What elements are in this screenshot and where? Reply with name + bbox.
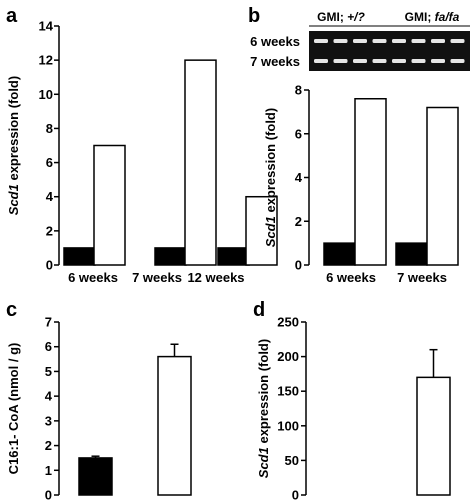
category-label: 6 weeks [68, 270, 118, 285]
category-label: 7 weeks [397, 270, 447, 285]
gel-band [450, 39, 465, 43]
category-label: 7 weeks [132, 270, 182, 285]
y-tick-label: 12 [39, 53, 53, 68]
y-tick-label: 6 [295, 126, 302, 141]
gel-band [411, 59, 426, 63]
bar-a-s1-c1 [184, 59, 217, 266]
y-tick-label: 14 [39, 19, 54, 34]
gel-band [314, 39, 328, 43]
y-axis-label: Scd1 expression (fold) [6, 76, 21, 215]
gel-lane-strip [309, 31, 470, 51]
y-tick-label: 100 [277, 418, 299, 433]
gel-row-label: 7 weeks [250, 54, 300, 69]
gel-header-prefix: GMI; [405, 10, 435, 24]
bar-b-s1-c1 [426, 106, 459, 266]
gel-header-genotype: fa/fa [435, 10, 460, 24]
bar-a-s1-c2 [245, 195, 278, 266]
panel-letter: a [6, 5, 18, 27]
gel-band [333, 59, 348, 63]
gel-header: GMI; +/? [317, 10, 365, 24]
y-tick-label: 2 [45, 438, 52, 453]
gel-band [431, 39, 445, 43]
y-tick-label: 0 [45, 488, 52, 503]
y-tick-label: 4 [45, 389, 53, 404]
bar-b-s0-c1 [395, 242, 428, 266]
y-axis-label-text: expression (fold) [263, 108, 278, 216]
y-axis-label-italic: Scd1 [263, 216, 278, 247]
y-axis-label-text: expression (fold) [256, 339, 271, 447]
bar-b-s1-c0 [354, 98, 387, 266]
y-tick-label: 4 [46, 189, 54, 204]
y-tick-label: 7 [45, 315, 52, 330]
gel-band [411, 39, 426, 43]
y-tick-label: 3 [45, 413, 52, 428]
y-tick-label: 10 [39, 87, 53, 102]
panel-d: d 0 50 100 150 200 250 Scd1 expression (fold) [253, 299, 451, 503]
y-axis-label: C16:1- CoA (nmol / g) [6, 343, 21, 475]
gel-row-label: 6 weeks [250, 34, 300, 49]
panel-letter: b [248, 5, 260, 27]
bar-c-s0-c0 [78, 457, 113, 496]
gel-band [431, 59, 445, 63]
y-tick-label: 150 [277, 384, 299, 399]
panel-b: b 0 2 4 6 8 Scd1 expression (fold) 6 weeks 7 wee… [248, 5, 470, 285]
y-axis-label-italic: Scd1 [6, 184, 21, 215]
gel-band [353, 39, 367, 43]
y-tick-label: 6 [46, 155, 53, 170]
gel-band [392, 59, 406, 63]
gel-lane-strip [309, 51, 470, 71]
y-tick-label: 8 [295, 83, 302, 98]
y-tick-label: 50 [285, 453, 299, 468]
y-tick-label: 0 [295, 258, 302, 273]
bar-a-s0-c2 [217, 247, 250, 266]
category-label: 12 weeks [187, 270, 244, 285]
bar-a-s0-c1 [154, 247, 187, 266]
gel-band [372, 39, 387, 43]
gel-band [450, 59, 465, 63]
y-tick-label: 5 [45, 364, 52, 379]
bar-d-s1-c1 [416, 376, 451, 496]
y-tick-label: 2 [46, 223, 53, 238]
y-tick-label: 1 [45, 463, 52, 478]
panel-a: a 0 2 4 6 8 10 12 14 Scd1 expression (fold) 6 week… [6, 5, 278, 285]
y-tick-label: 4 [295, 170, 303, 185]
panel-letter: d [253, 299, 265, 321]
panel-letter: c [6, 299, 17, 321]
y-tick-label: 200 [277, 349, 299, 364]
y-axis-label-italic: Scd1 [256, 447, 271, 478]
gel-header-prefix: GMI; [317, 10, 347, 24]
bar-a-s1-c0 [93, 144, 126, 266]
bar-a-s0-c0 [63, 247, 96, 266]
y-tick-label: 2 [295, 214, 302, 229]
gel-band [372, 59, 387, 63]
gel-band [314, 59, 328, 63]
y-axis-label: Scd1 expression (fold) [256, 339, 271, 478]
category-label: 6 weeks [326, 270, 376, 285]
gel-band [333, 39, 348, 43]
y-axis-label: Scd1 expression (fold) [263, 108, 278, 247]
y-tick-label: 0 [292, 488, 299, 503]
y-tick-label: 0 [46, 258, 53, 273]
gel-header-genotype: +/? [347, 10, 365, 24]
gel-band [353, 59, 367, 63]
bar-b-s0-c0 [323, 242, 356, 266]
gel-band [392, 39, 406, 43]
panel-c: c 0 1 2 3 4 5 6 7 C16:1- CoA (nmol / g) [6, 299, 192, 503]
bar-c-s1-c1 [157, 355, 192, 496]
y-axis-label-text: expression (fold) [6, 76, 21, 184]
y-tick-label: 8 [46, 121, 53, 136]
y-tick-label: 250 [277, 315, 299, 330]
y-axis-label-text: C16:1- CoA (nmol / g) [6, 343, 21, 475]
gel-header: GMI; fa/fa [405, 10, 460, 24]
y-tick-label: 6 [45, 339, 52, 354]
